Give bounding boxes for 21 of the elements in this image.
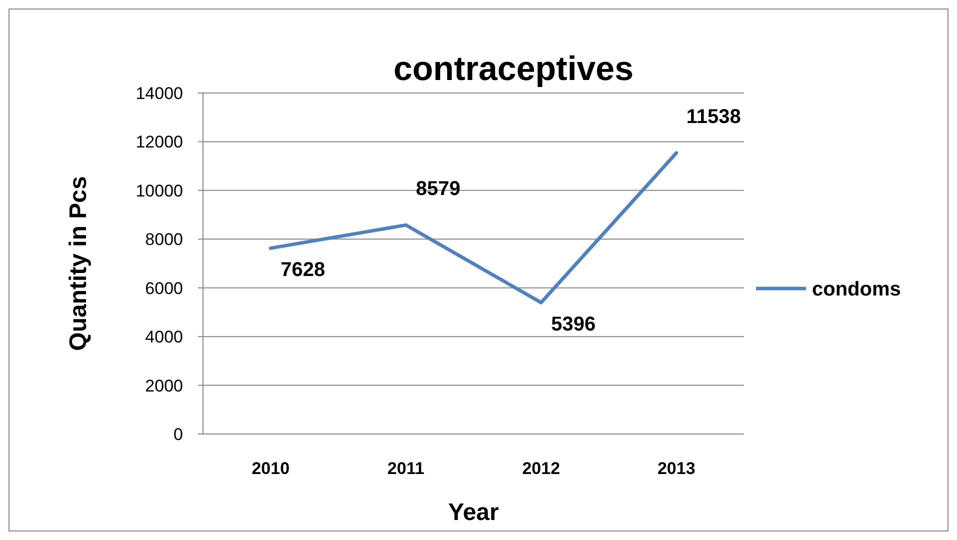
x-axis-title: Year	[448, 499, 499, 526]
y-tick-label: 12000	[136, 132, 183, 152]
x-tick-label: 2010	[252, 459, 290, 478]
line-series	[268, 151, 678, 304]
y-axis-title: Quantity in Pcs	[65, 176, 92, 351]
y-tick-label: 2000	[145, 376, 183, 396]
data-label: 7628	[280, 259, 326, 282]
data-label: 8579	[416, 178, 460, 200]
y-tick-label: 6000	[145, 278, 183, 298]
y-tick-label: 8000	[145, 230, 183, 250]
y-tick-label: 14000	[136, 84, 183, 103]
data-label: 11538	[686, 106, 741, 128]
y-tick-label: 0	[174, 425, 183, 444]
data-label: 5396	[551, 314, 596, 336]
legend-label: condoms	[812, 278, 901, 300]
x-tick-label: 2013	[657, 459, 696, 478]
chart-title: contraceptives	[394, 50, 634, 88]
x-tick-label: 2011	[387, 459, 424, 478]
y-tick-label: 4000	[145, 328, 183, 347]
x-tick-label: 2012	[522, 459, 560, 478]
y-tick-label: 10000	[136, 181, 183, 200]
